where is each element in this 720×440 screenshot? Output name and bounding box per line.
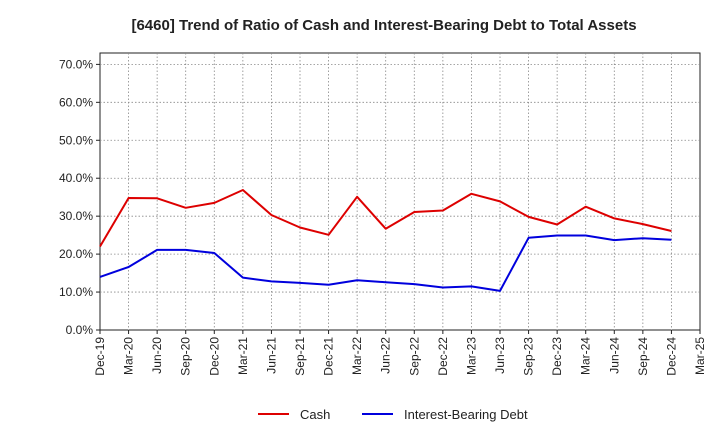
y-tick-label: 40.0%	[59, 171, 93, 185]
x-tick-label: Sep-22	[407, 337, 421, 376]
grid-lines	[100, 53, 700, 330]
x-tick-label: Mar-24	[579, 337, 593, 375]
x-tick-label: Mar-23	[464, 337, 478, 375]
y-tick-label: 0.0%	[66, 323, 94, 337]
x-tick-label: Dec-21	[322, 337, 336, 376]
y-tick-label: 70.0%	[59, 57, 93, 71]
x-tick-label: Mar-20	[122, 337, 136, 375]
x-tick-label: Jun-24	[607, 337, 621, 374]
x-tick-label: Mar-21	[236, 337, 250, 375]
x-tick-label: Sep-24	[636, 337, 650, 376]
x-tick-label: Dec-22	[436, 337, 450, 376]
y-tick-label: 30.0%	[59, 209, 93, 223]
y-axis-ticks: 0.0% 10.0% 20.0% 30.0% 40.0% 50.0% 60.0% 70.0%	[59, 57, 100, 337]
y-tick-label: 60.0%	[59, 95, 93, 109]
x-tick-label: Sep-21	[293, 337, 307, 376]
legend-label-debt: Interest-Bearing Debt	[404, 407, 528, 422]
y-tick-label: 10.0%	[59, 285, 93, 299]
series-line-interest-bearing-debt	[99, 234, 672, 292]
x-tick-label: Mar-22	[350, 337, 364, 375]
x-tick-label: Jun-23	[493, 337, 507, 374]
x-tick-label: Sep-23	[522, 337, 536, 376]
x-tick-label: Jun-22	[379, 337, 393, 374]
x-axis-ticks: Dec-19 Mar-20 Jun-20 Sep-20 Dec-20 Mar-21 Jun-…	[93, 330, 707, 376]
x-tick-label: Mar-25	[693, 337, 707, 375]
chart-title: [6460] Trend of Ratio of Cash and Intere…	[131, 17, 636, 34]
x-tick-label: Dec-20	[207, 337, 221, 376]
y-tick-label: 20.0%	[59, 247, 93, 261]
x-tick-label: Jun-20	[150, 337, 164, 374]
x-tick-label: Dec-23	[550, 337, 564, 376]
x-tick-label: Sep-20	[179, 337, 193, 376]
x-tick-label: Dec-19	[93, 337, 107, 376]
plot-area	[99, 52, 701, 331]
x-tick-label: Dec-24	[664, 337, 678, 376]
legend: Cash Interest-Bearing Debt	[258, 407, 528, 422]
y-tick-label: 50.0%	[59, 133, 93, 147]
series-lines	[99, 189, 672, 292]
legend-label-cash: Cash	[300, 407, 330, 422]
x-tick-label: Jun-21	[264, 337, 278, 374]
series-line-cash	[99, 189, 672, 248]
